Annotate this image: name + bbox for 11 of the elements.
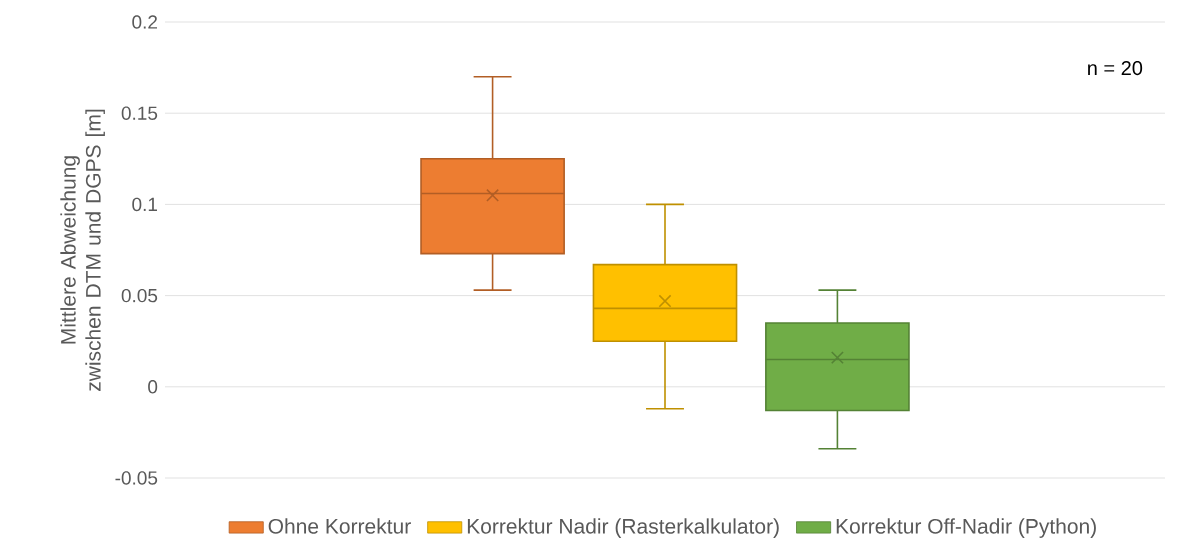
y-tick-label: 0 [148,380,158,394]
y-tick-label: 0.05 [121,288,158,303]
annotation: n = 20 [1088,61,1143,76]
legend-label: Korrektur Nadir (Rasterkalkulator) [467,518,779,538]
y-tick-label: 0.1 [132,197,157,212]
y-tick-label: -0.05 [115,471,158,485]
legend-label: Ohne Korrektur [268,518,411,534]
y-tick-label: 0.15 [121,106,158,120]
legend-label: Korrektur Off-Nadir (Python) [836,518,1096,538]
y-tick-label: 0.2 [132,15,157,29]
y-axis-title: Mittlere Abweichung zwischen DTM und DGPS [m] [60,109,105,391]
